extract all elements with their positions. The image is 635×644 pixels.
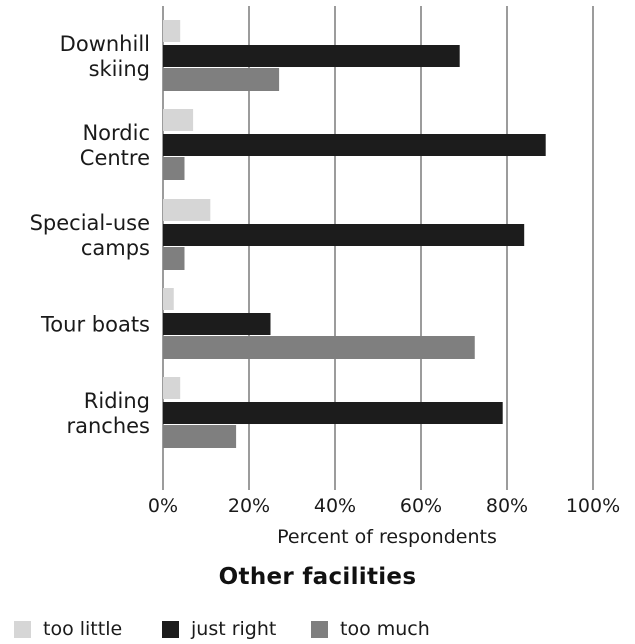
legend-label-too-little: too little: [43, 618, 123, 640]
x-tick-label-20: 20%: [228, 495, 270, 517]
x-tick-labels: 0% 20% 40% 60% 80% 100%: [148, 495, 620, 517]
bar-just-right-special-use-camps: [163, 224, 525, 246]
bar-too-little-tour-boats: [163, 288, 174, 310]
x-tick-label-0: 0%: [148, 495, 178, 517]
bars: [163, 20, 546, 448]
bar-too-much-downhill-skiing: [163, 68, 280, 91]
legend-swatch-just-right: [162, 620, 179, 638]
x-axis-title: Percent of respondents: [277, 526, 497, 548]
legend-swatch-too-much: [311, 620, 328, 638]
bar-chart: Downhill skiing Nordic Centre Special-use cam…: [30, 6, 620, 548]
category-label-nordic-centre: Nordic Centre: [80, 121, 150, 170]
bar-too-little-downhill-skiing: [163, 20, 181, 42]
legend-item-just-right: just right: [162, 614, 276, 644]
x-tick-label-80: 80%: [486, 495, 528, 517]
chart-title: Other facilities: [218, 564, 417, 590]
category-labels: Downhill skiing Nordic Centre Special-use cam…: [30, 32, 150, 438]
bar-too-little-riding-ranches: [163, 377, 181, 399]
category-label-downhill-skiing: Downhill skiing: [60, 32, 150, 81]
legend-label-just-right: just right: [191, 618, 277, 640]
x-tick-label-60: 60%: [400, 495, 442, 517]
category-label-riding-ranches: Riding ranches: [66, 389, 150, 438]
bar-just-right-tour-boats: [163, 313, 271, 335]
legend-item-too-much: too much: [311, 614, 430, 644]
bar-just-right-downhill-skiing: [163, 45, 460, 67]
bar-too-much-nordic-centre: [163, 157, 185, 180]
category-label-special-use-camps: Special-use camps: [30, 211, 150, 260]
bar-just-right-nordic-centre: [163, 134, 546, 156]
legend-item-too-little: too little: [14, 614, 122, 644]
bar-too-little-special-use-camps: [163, 199, 211, 221]
bar-just-right-riding-ranches: [163, 402, 503, 424]
legend-swatch-too-little: [14, 620, 31, 638]
bar-too-little-nordic-centre: [163, 109, 194, 131]
category-label-tour-boats: Tour boats: [40, 313, 150, 337]
bar-too-much-special-use-camps: [163, 247, 185, 270]
legend-label-too-much: too much: [340, 618, 430, 640]
bar-too-much-riding-ranches: [163, 425, 237, 448]
x-tick-label-40: 40%: [314, 495, 356, 517]
legend: too little just right too much: [0, 614, 635, 644]
bar-too-much-tour-boats: [163, 336, 475, 359]
x-tick-label-100: 100%: [566, 495, 620, 517]
